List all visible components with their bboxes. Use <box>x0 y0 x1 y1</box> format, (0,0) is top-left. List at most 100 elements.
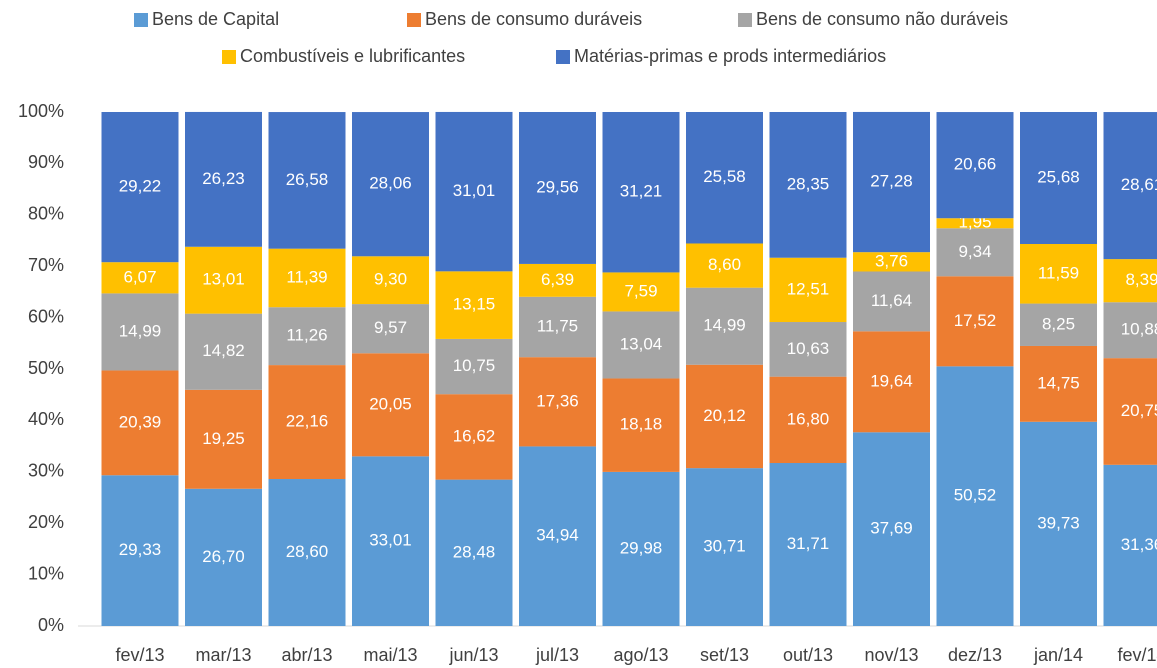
data-label: 9,57 <box>374 318 407 337</box>
data-label: 9,34 <box>958 242 991 261</box>
bar-segment <box>602 471 680 626</box>
y-tick-label: 20% <box>28 512 64 532</box>
bar-segment <box>101 112 179 263</box>
x-tick-label: mai/13 <box>363 645 417 665</box>
data-label: 29,56 <box>536 177 579 196</box>
data-label: 14,99 <box>119 321 162 340</box>
data-label: 8,60 <box>708 255 741 274</box>
bar-segment <box>268 307 346 366</box>
bar-segment <box>519 112 596 264</box>
bar-segment <box>686 364 763 469</box>
y-tick-label: 100% <box>18 101 64 121</box>
data-label: 11,75 <box>537 316 578 335</box>
bar-segment <box>936 112 1014 219</box>
data-label: 16,62 <box>453 426 496 445</box>
bar-segment <box>1020 112 1097 244</box>
bar-segment <box>101 475 179 626</box>
data-label: 29,98 <box>620 538 663 557</box>
x-tick-label: mar/13 <box>195 645 251 665</box>
data-label: 28,48 <box>453 542 496 561</box>
bar-segment <box>268 478 346 626</box>
data-label: 14,82 <box>202 341 245 360</box>
bar-segment <box>602 272 680 312</box>
bar-segment <box>1103 302 1157 359</box>
data-label: 8,39 <box>1125 270 1157 289</box>
legend-label: Combustíveis e lubrificantes <box>240 46 465 66</box>
y-tick-label: 90% <box>28 152 64 172</box>
bar-segment <box>185 111 262 247</box>
bar-segment <box>352 256 429 305</box>
data-label: 19,25 <box>202 429 245 448</box>
data-label: 6,39 <box>541 270 574 289</box>
y-tick-label: 70% <box>28 255 64 275</box>
x-tick-label: set/13 <box>700 645 749 665</box>
bar-segment <box>853 271 930 332</box>
bar-segment <box>769 322 847 377</box>
data-label: 20,75 <box>1121 401 1157 420</box>
bar-segment <box>1103 259 1157 303</box>
bar-segment <box>1103 358 1157 465</box>
data-label: 26,23 <box>202 169 245 188</box>
data-label: 16,80 <box>787 409 830 428</box>
data-label: 17,36 <box>536 391 579 410</box>
data-label: 20,12 <box>703 406 746 425</box>
data-label: 14,75 <box>1037 373 1080 392</box>
bar-segment <box>936 366 1014 626</box>
legend-swatch <box>407 13 421 27</box>
data-label: 31,21 <box>620 182 663 201</box>
bar-segment <box>185 246 262 314</box>
bar-segment <box>1020 345 1097 422</box>
bar-segment <box>602 378 680 472</box>
bar-segment <box>853 111 930 253</box>
bar-segment <box>268 112 346 249</box>
bar-segment <box>769 463 847 626</box>
data-label: 8,25 <box>1042 314 1075 333</box>
y-tick-label: 10% <box>28 563 64 583</box>
data-label: 28,06 <box>369 174 412 193</box>
bar-segment <box>352 353 429 457</box>
x-tick-label: jan/14 <box>1033 645 1083 665</box>
bar-segment <box>268 248 346 308</box>
bar-segment <box>185 389 262 489</box>
bar-segment <box>686 243 763 288</box>
data-label: 28,61 <box>1121 175 1157 194</box>
bar-segment <box>435 479 513 626</box>
bar-segment <box>519 263 596 297</box>
bar-segment <box>936 218 1014 229</box>
data-label: 39,73 <box>1037 513 1080 532</box>
data-label: 31,36 <box>1121 535 1157 554</box>
data-label: 10,63 <box>787 339 830 358</box>
data-label: 26,70 <box>202 547 245 566</box>
data-label: 50,52 <box>954 486 997 505</box>
data-label: 17,52 <box>954 311 997 330</box>
bar-segment <box>853 252 930 272</box>
bar-segment <box>1103 464 1157 626</box>
legend-swatch <box>134 13 148 27</box>
data-label: 20,66 <box>954 155 997 174</box>
y-tick-label: 30% <box>28 461 64 481</box>
data-label: 18,18 <box>620 415 663 434</box>
data-label: 20,39 <box>119 412 162 431</box>
bar-segment <box>519 357 596 447</box>
bar-segment <box>769 376 847 464</box>
bar-segment <box>352 112 429 257</box>
bar-segment <box>1020 421 1097 626</box>
bar-segment <box>769 257 847 323</box>
x-tick-label: dez/13 <box>948 645 1002 665</box>
y-tick-label: 80% <box>28 204 64 224</box>
x-tick-label: jun/13 <box>448 645 498 665</box>
data-label: 25,68 <box>1037 167 1080 186</box>
data-label: 7,59 <box>624 281 657 300</box>
x-tick-label: jul/13 <box>535 645 579 665</box>
data-label: 34,94 <box>536 526 579 545</box>
data-label: 19,64 <box>870 371 913 390</box>
bar-segment <box>686 287 763 365</box>
y-tick-label: 40% <box>28 409 64 429</box>
x-tick-label: fev/13 <box>115 645 164 665</box>
data-label: 13,15 <box>453 295 496 314</box>
bar-segment <box>853 331 930 433</box>
data-label: 10,88 <box>1121 320 1157 339</box>
y-tick-label: 50% <box>28 358 64 378</box>
data-label: 22,16 <box>286 412 329 431</box>
legend-label: Bens de consumo duráveis <box>425 9 642 29</box>
